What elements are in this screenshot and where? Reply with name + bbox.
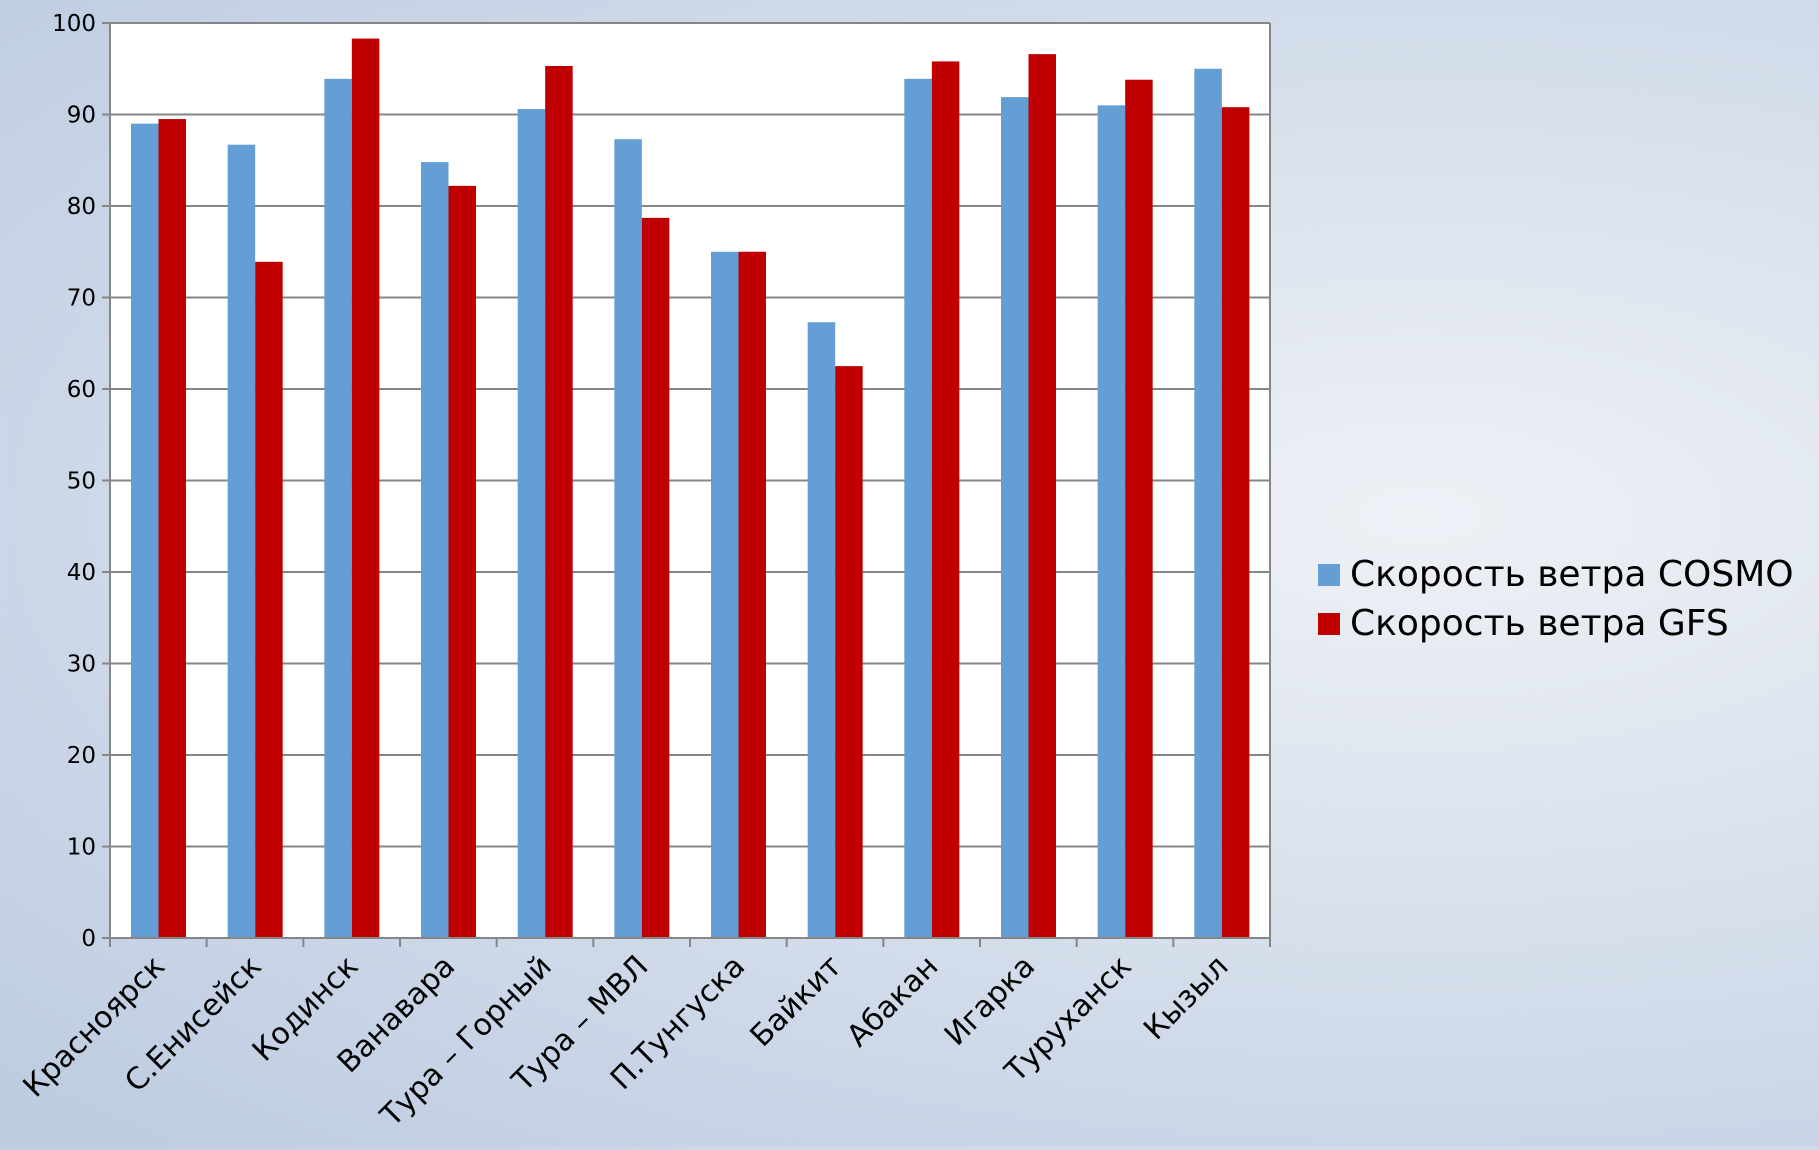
bar-cosmo (904, 78, 932, 938)
y-tick-label: 60 (67, 377, 96, 403)
bar-gfs (1028, 54, 1056, 939)
x-tick-label: Кызыл (1137, 949, 1235, 1047)
legend-swatch-gfs (1318, 612, 1340, 635)
x-tick-label: Байкит (744, 949, 849, 1054)
x-tick-label: Тура – Горный (373, 949, 558, 1134)
legend-item-gfs: Скорость ветра GFS (1318, 599, 1794, 648)
y-tick-label: 70 (67, 286, 96, 312)
bar-gfs (255, 261, 283, 938)
bar-cosmo (711, 251, 739, 938)
y-tick-label: 0 (81, 926, 96, 952)
y-tick-label: 40 (67, 560, 96, 586)
bar-cosmo (1194, 68, 1222, 938)
bar-cosmo (517, 109, 546, 938)
y-tick-label: 80 (67, 194, 96, 220)
y-tick-label: 100 (52, 11, 96, 37)
legend-label-cosmo: Скорость ветра COSMO (1350, 554, 1794, 595)
bar-gfs (351, 38, 380, 939)
bar-gfs (448, 185, 476, 938)
legend: Скорость ветра COSMO Скорость ветра GFS (1318, 550, 1794, 648)
y-tick-label: 10 (67, 835, 96, 861)
bar-gfs (641, 217, 670, 938)
bar-gfs (158, 119, 186, 938)
bar-gfs (738, 251, 766, 938)
bar-gfs (1125, 79, 1153, 939)
legend-swatch-cosmo (1318, 563, 1340, 586)
x-tick-label: Абакан (840, 949, 945, 1054)
bar-cosmo (421, 162, 449, 938)
bar-cosmo (131, 123, 159, 938)
y-tick-label: 30 (67, 652, 96, 678)
bar-cosmo (1001, 97, 1029, 939)
y-tick-label: 90 (67, 103, 96, 129)
bar-gfs (1221, 107, 1250, 939)
bar-gfs (545, 66, 573, 938)
legend-item-cosmo: Скорость ветра COSMO (1318, 550, 1794, 599)
bar-cosmo (227, 144, 256, 938)
bar-cosmo (1097, 105, 1126, 939)
legend-label-gfs: Скорость ветра GFS (1350, 603, 1729, 644)
bar-cosmo (807, 322, 836, 939)
bar-cosmo (614, 139, 642, 938)
y-tick-label: 50 (67, 469, 96, 495)
bar-gfs (931, 61, 960, 939)
bar-cosmo (324, 78, 352, 938)
y-tick-label: 20 (67, 743, 96, 769)
bar-gfs (835, 366, 863, 938)
